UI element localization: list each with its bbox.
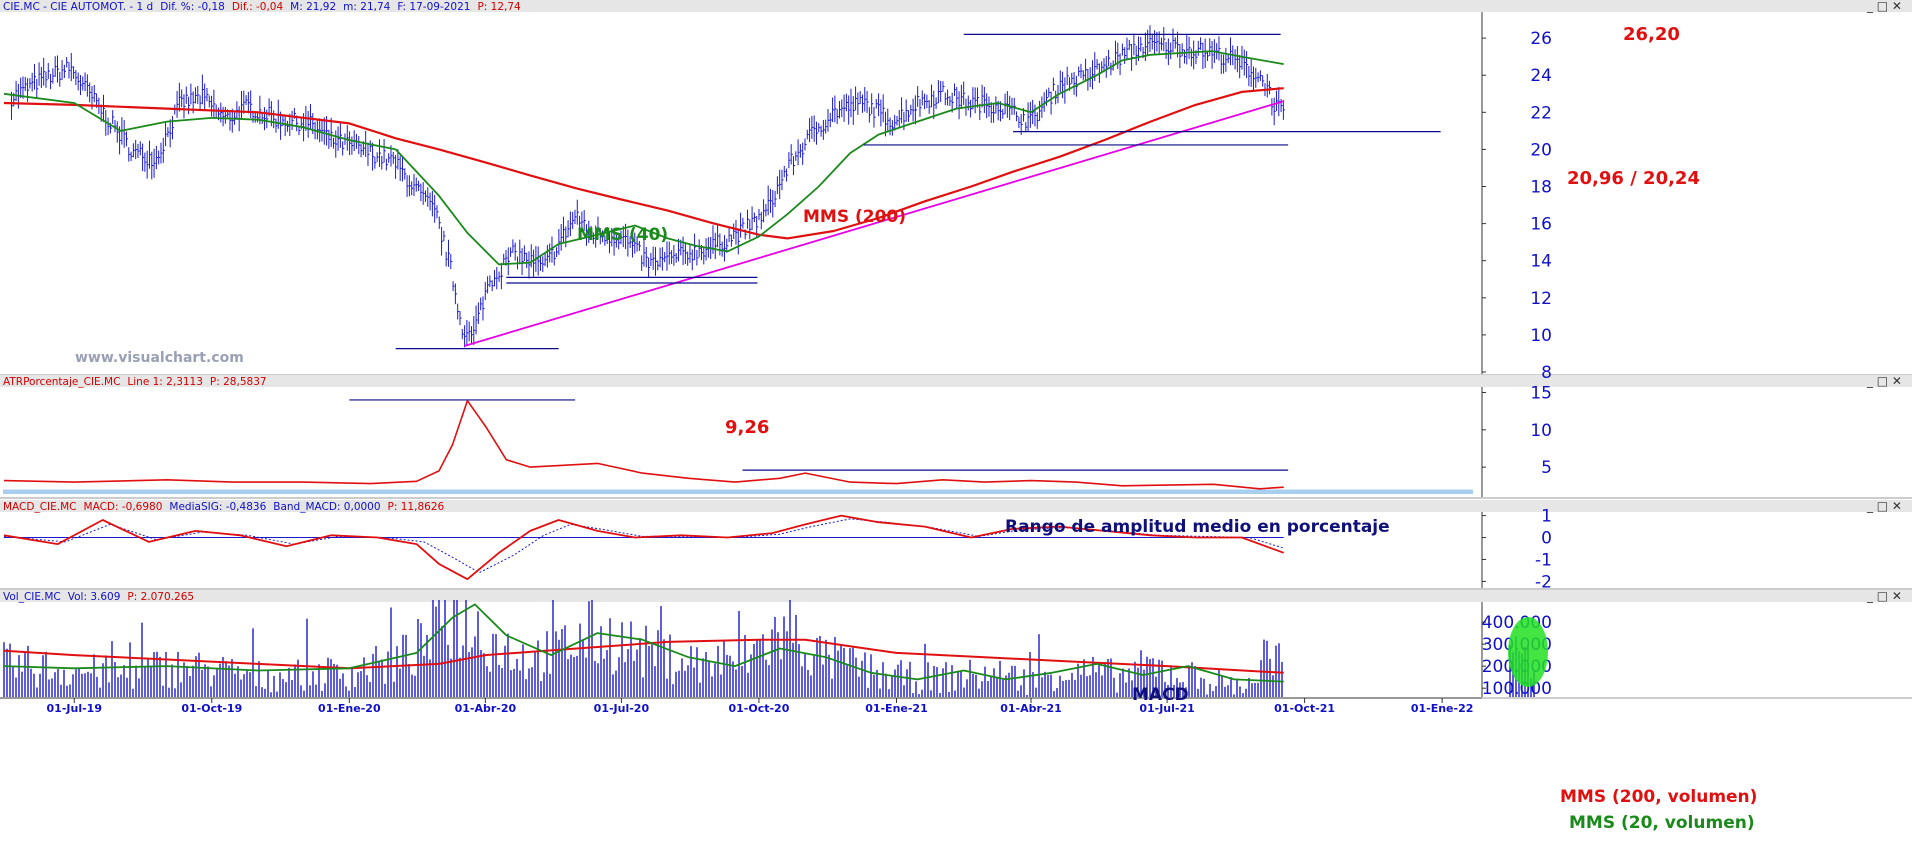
highlight-ellipse — [1508, 617, 1548, 687]
panel-atr: ATRPorcentaje_CIE.MC Line 1: 2,3113 P: 28,… — [0, 374, 1912, 499]
mms40-line — [3, 50, 1284, 266]
x-tick-label: 01-Oct-19 — [181, 702, 242, 715]
header-field: MACD_CIE.MC — [3, 501, 77, 513]
x-tick-label: 01-Ene-20 — [318, 702, 381, 715]
y-tick-label: 8 — [1541, 363, 1552, 383]
mms200-line — [3, 87, 1284, 240]
window-controls[interactable]: _ □ ✕ — [1866, 374, 1902, 388]
y-tick-label: 10 — [1530, 326, 1552, 346]
header-field: Dif. %: -0,18 — [160, 1, 225, 13]
panel-header-bar — [0, 590, 1912, 602]
header-field: Dif.: -0,04 — [232, 1, 284, 13]
panel-header: CIE.MC - CIE AUTOMOT. - 1 d Dif. %: -0,18… — [3, 1, 521, 13]
annotation-label: MMS (40) — [577, 225, 668, 245]
header-field: P: 11,8626 — [388, 501, 445, 513]
header-field: P: 28,5837 — [210, 376, 267, 388]
annotation-label: 20,96 / 20,24 — [1567, 168, 1700, 189]
y-tick-label: 24 — [1530, 66, 1552, 86]
header-field: Vol_CIE.MC — [3, 591, 61, 603]
header-field: MACD: -0,6980 — [84, 501, 163, 513]
header-field: F: 17-09-2021 — [397, 1, 470, 13]
x-tick-label: 01-Jul-21 — [1139, 702, 1194, 715]
x-tick-label: 01-Oct-21 — [1274, 702, 1335, 715]
panel-header-bar — [0, 375, 1912, 387]
x-tick-label: 01-Oct-20 — [728, 702, 789, 715]
y-tick-label: -2 — [1535, 572, 1552, 592]
y-tick-label: 22 — [1530, 103, 1552, 123]
y-tick-label: 12 — [1530, 289, 1552, 309]
window-controls[interactable]: _ □ ✕ — [1866, 499, 1902, 513]
panel-volume: Vol_CIE.MC Vol: 3.609 P: 2.070.265 _ □ ✕ — [0, 589, 1912, 699]
y-tick-label: 14 — [1530, 252, 1552, 272]
header-field: ATRPorcentaje_CIE.MC — [3, 376, 120, 388]
y-tick-label: 20 — [1530, 140, 1552, 160]
header-field: Vol: 3.609 — [68, 591, 121, 603]
x-tick-label: 01-Ene-21 — [865, 702, 928, 715]
header-field: P: 12,74 — [477, 1, 521, 13]
atr-line — [3, 399, 1284, 490]
panel-header: Vol_CIE.MC Vol: 3.609 P: 2.070.265 — [3, 591, 194, 603]
window-controls[interactable]: _ □ ✕ — [1866, 0, 1902, 13]
panel-price: CIE.MC - CIE AUTOMOT. - 1 d Dif. %: -0,18… — [0, 0, 1912, 376]
x-tick-label: 01-Ene-22 — [1411, 702, 1474, 715]
macd-line — [3, 514, 1285, 581]
header-field: Line 1: 2,3113 — [127, 376, 203, 388]
panel-header: MACD_CIE.MC MACD: -0,6980 MediaSIG: -0,483… — [3, 501, 444, 513]
annotation-label: MMS (20, volumen) — [1569, 813, 1755, 833]
header-field: M: 21,92 — [290, 1, 336, 13]
panel-header: ATRPorcentaje_CIE.MC Line 1: 2,3113 P: 28,… — [3, 376, 267, 388]
annotation-label: MMS (200) — [803, 207, 906, 227]
vol-mms20-line — [3, 603, 1284, 683]
panel-header-bar — [0, 0, 1912, 12]
y-tick-label: 15 — [1530, 383, 1552, 403]
x-tick-label: 01-Abr-21 — [1000, 702, 1062, 715]
x-tick-label: 01-Abr-20 — [455, 702, 517, 715]
atr-band — [3, 489, 1473, 495]
annotation-label: 9,26 — [725, 417, 769, 438]
watermark: www.visualchart.com — [75, 350, 244, 366]
y-tick-label: 5 — [1541, 458, 1552, 478]
header-field: Band_MACD: 0,0000 — [273, 501, 380, 513]
volume-bars — [3, 600, 1535, 697]
y-tick-label: 26 — [1530, 29, 1552, 49]
annotation-label: MMS (200, volumen) — [1560, 787, 1757, 807]
annotation-label: Rango de amplitud medio en porcentaje — [1005, 517, 1390, 537]
price-bars — [10, 25, 1285, 348]
header-field: P: 2.070.265 — [127, 591, 194, 603]
macd-signal-line — [3, 518, 1284, 574]
annotation-label: MACD — [1132, 685, 1189, 705]
panel-macd: MACD_CIE.MC MACD: -0,6980 MediaSIG: -0,483… — [0, 499, 1912, 590]
y-tick-label: -1 — [1535, 550, 1552, 570]
y-tick-label: 0 — [1541, 529, 1552, 549]
y-tick-label: 1 — [1541, 507, 1552, 527]
trendline — [464, 100, 1284, 347]
x-tick-label: 01-Jul-20 — [594, 702, 650, 715]
y-tick-label: 18 — [1530, 178, 1552, 198]
annotation-label: 26,20 — [1623, 24, 1680, 45]
y-tick-label: 16 — [1530, 215, 1552, 235]
window-controls[interactable]: _ □ ✕ — [1866, 589, 1902, 603]
y-tick-label: 10 — [1530, 421, 1552, 441]
x-tick-label: 01-Jul-19 — [47, 702, 102, 715]
y-tick-label: 100.000 — [1482, 679, 1552, 699]
panel-header-bar — [0, 500, 1912, 512]
header-field: MediaSIG: -0,4836 — [169, 501, 266, 513]
header-field: m: 21,74 — [343, 1, 390, 13]
vol-mms200-line — [3, 638, 1284, 674]
header-field: CIE.MC - CIE AUTOMOT. - 1 d — [3, 1, 153, 13]
